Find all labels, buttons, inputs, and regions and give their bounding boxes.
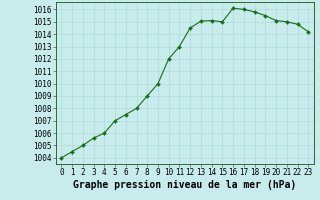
X-axis label: Graphe pression niveau de la mer (hPa): Graphe pression niveau de la mer (hPa) <box>73 180 296 190</box>
